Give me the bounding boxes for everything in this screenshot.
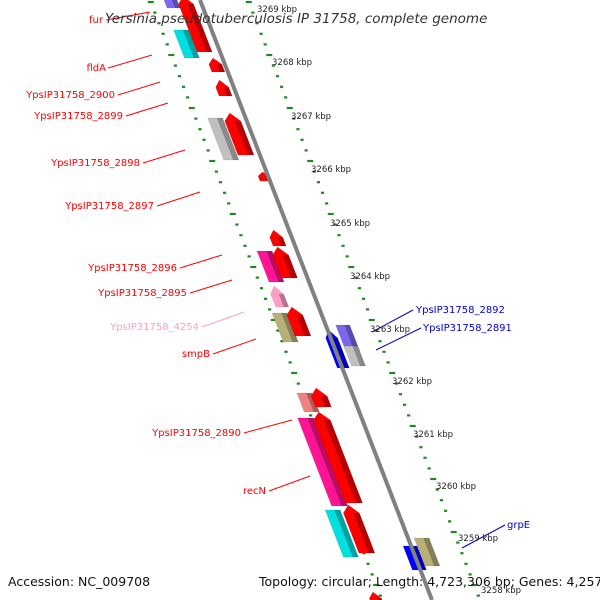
gene-label-2898: YpsIP31758_2898 <box>50 158 140 169</box>
gene-feature <box>178 0 213 53</box>
gene-feature <box>313 411 363 504</box>
kbp-label-3264: 3264 kbp <box>350 272 390 282</box>
gene-feature <box>173 29 200 59</box>
gene-feature <box>335 324 361 353</box>
gene-label-2890: YpsIP31758_2890 <box>151 428 241 439</box>
outer-tick-track <box>245 0 480 597</box>
label-leader-lines <box>105 11 506 549</box>
label-leader-line <box>201 311 245 328</box>
kbp-label-3262: 3262 kbp <box>392 377 432 387</box>
label-leader-line <box>375 327 422 351</box>
topology-text: Topology: circular; Length: 4,723,306 bp… <box>259 574 600 589</box>
label-leader-line <box>125 102 169 117</box>
gene-feature <box>163 0 181 9</box>
kbp-label-3258: 3258 kbp <box>481 586 521 596</box>
gene-label-2900: YpsIP31758_2900 <box>25 90 115 101</box>
kbp-tick-labels: 3269 kbp 3268 kbp 3267 kbp 3266 kbp 3265… <box>257 5 521 596</box>
gene-feature <box>270 285 290 308</box>
genome-backbone <box>198 0 434 600</box>
gene-feature <box>343 504 376 554</box>
accession-text: Accession: NC_009708 <box>8 574 151 589</box>
label-leader-line <box>179 254 223 269</box>
kbp-label-3259: 3259 kbp <box>458 534 498 544</box>
gene-label-smpb: smpB <box>182 349 210 360</box>
kbp-label-3267: 3267 kbp <box>291 112 331 122</box>
kbp-label-3260: 3260 kbp <box>436 482 476 492</box>
gene-feature <box>207 117 240 161</box>
label-leader-line <box>268 475 311 492</box>
gene-label-fur: fur <box>89 15 104 26</box>
label-leader-line <box>461 524 506 549</box>
gene-label-2892: YpsIP31758_2892 <box>415 305 505 316</box>
gene-feature <box>208 57 226 73</box>
gene-feature <box>310 387 332 408</box>
label-leader-line <box>212 338 257 355</box>
gene-label-grpe: grpE <box>507 520 530 531</box>
label-leader-line <box>371 309 414 333</box>
gene-label-2897: YpsIP31758_2897 <box>64 201 154 212</box>
gene-feature <box>224 112 255 156</box>
gene-labels: fur fldA YpsIP31758_2900 YpsIP31758_2899… <box>25 15 530 531</box>
gene-label-2895: YpsIP31758_2895 <box>97 288 187 299</box>
gene-label-4254: YpsIP31758_4254 <box>109 322 199 333</box>
gene-feature <box>272 246 298 279</box>
gene-feature <box>369 591 383 600</box>
label-leader-line <box>156 191 201 207</box>
label-leader-line <box>107 54 153 69</box>
label-leader-line <box>189 279 233 294</box>
label-leader-line <box>105 11 151 21</box>
label-leader-line <box>142 149 186 164</box>
gene-feature <box>256 250 285 283</box>
kbp-label-3265: 3265 kbp <box>330 219 370 229</box>
kbp-label-3269: 3269 kbp <box>257 5 297 15</box>
gene-feature <box>286 306 312 337</box>
label-leader-line <box>117 81 161 96</box>
gene-label-2896: YpsIP31758_2896 <box>87 263 177 274</box>
gene-label-2899: YpsIP31758_2899 <box>33 111 123 122</box>
gene-feature <box>215 79 233 97</box>
kbp-label-3261: 3261 kbp <box>413 430 453 440</box>
kbp-label-3268: 3268 kbp <box>272 58 312 68</box>
gene-feature <box>324 509 359 558</box>
gene-feature <box>271 312 299 343</box>
gene-feature <box>297 417 349 507</box>
gene-feature <box>269 229 287 247</box>
kbp-label-3263: 3263 kbp <box>370 325 410 335</box>
gene-label-recn: recN <box>243 486 266 497</box>
map-title: Yersinia pseudotuberculosis IP 31758, co… <box>105 11 487 27</box>
gene-feature <box>413 537 441 567</box>
gene-feature <box>343 345 366 367</box>
label-leader-line <box>243 419 293 434</box>
gene-label-flda: fldA <box>87 63 107 74</box>
kbp-label-3266: 3266 kbp <box>311 165 351 175</box>
gene-label-2891: YpsIP31758_2891 <box>422 323 512 334</box>
